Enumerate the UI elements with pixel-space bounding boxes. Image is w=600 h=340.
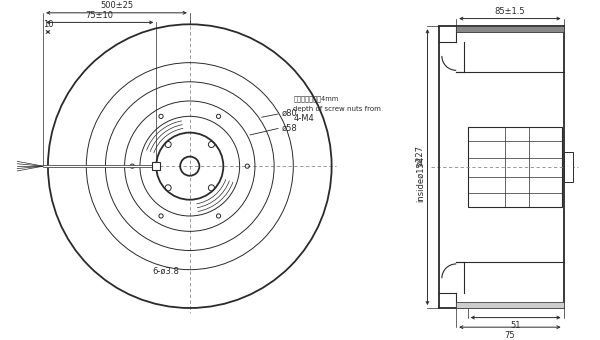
Text: ø58: ø58 xyxy=(282,123,298,132)
Text: 75: 75 xyxy=(505,331,515,340)
Bar xyxy=(456,26,563,32)
Text: ø80: ø80 xyxy=(282,109,298,118)
Text: insideø154: insideø154 xyxy=(416,156,425,202)
Bar xyxy=(563,152,573,183)
Bar xyxy=(152,162,160,170)
Text: depth of screw nuts from: depth of screw nuts from xyxy=(293,106,381,112)
Bar xyxy=(456,302,563,308)
Text: 毛尽写入深度：4mm: 毛尽写入深度：4mm xyxy=(293,96,338,102)
Text: 85±1.5: 85±1.5 xyxy=(494,7,525,16)
Bar xyxy=(468,127,562,207)
Text: 51: 51 xyxy=(511,321,521,330)
Text: 4-M4: 4-M4 xyxy=(293,114,314,123)
Text: 75±10: 75±10 xyxy=(86,11,113,19)
Text: ø227: ø227 xyxy=(416,145,425,166)
Text: 10: 10 xyxy=(43,20,53,29)
Text: 6-ø3.8: 6-ø3.8 xyxy=(152,267,179,276)
Text: 500±25: 500±25 xyxy=(100,1,133,10)
